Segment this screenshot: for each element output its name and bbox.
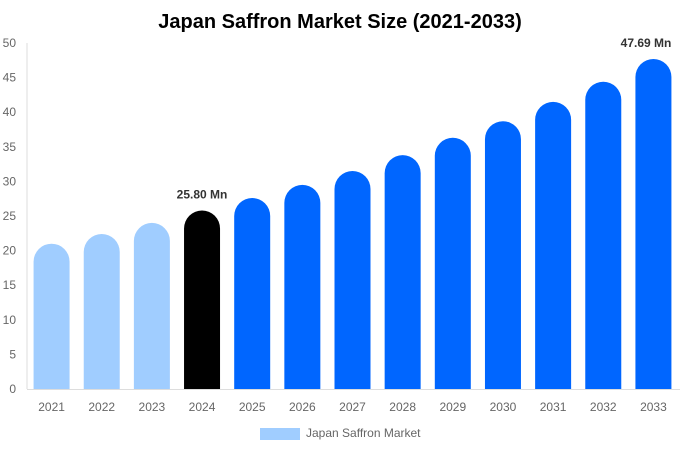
x-tick-label: 2023 [139, 400, 166, 414]
legend-label: Japan Saffron Market [306, 426, 421, 440]
x-tick-label: 2021 [38, 400, 65, 414]
y-tick-label: 40 [3, 105, 17, 119]
y-tick-label: 10 [3, 313, 17, 327]
bar-2030[interactable] [484, 121, 521, 390]
y-tick-label: 5 [9, 347, 16, 361]
bar-2022[interactable] [83, 233, 120, 389]
annotations: 25.80 Mn 47.69 Mn [177, 36, 672, 201]
bar-2028[interactable] [384, 155, 421, 389]
x-tick-label: 2029 [439, 400, 466, 414]
bar-2023[interactable] [133, 222, 170, 389]
bar-2031[interactable] [535, 101, 572, 389]
bar-2029[interactable] [434, 137, 471, 389]
x-axis: 2021 2022 2023 2024 2025 2026 2027 2028 2029 2030… [27, 389, 680, 414]
x-tick-label: 2028 [389, 400, 416, 414]
bar-2021[interactable] [33, 243, 70, 389]
x-tick-label: 2022 [88, 400, 115, 414]
y-tick-label: 20 [3, 244, 17, 258]
y-tick-label: 45 [3, 71, 17, 85]
bar-2025[interactable] [234, 198, 271, 389]
y-tick-label: 30 [3, 174, 17, 188]
x-tick-label: 2025 [239, 400, 266, 414]
y-tick-label: 15 [3, 278, 17, 292]
bar-2033[interactable] [635, 58, 672, 389]
chart-title: Japan Saffron Market Size (2021-2033) [158, 11, 522, 33]
bar-2032[interactable] [585, 81, 622, 389]
legend[interactable]: Japan Saffron Market [260, 426, 421, 440]
x-tick-label: 2026 [289, 400, 316, 414]
x-tick-label: 2030 [490, 400, 517, 414]
data-label: 47.69 Mn [621, 36, 672, 50]
bar-2026[interactable] [284, 184, 321, 389]
bar-2024[interactable] [184, 210, 221, 389]
y-tick-label: 50 [3, 36, 17, 50]
y-axis: 0 5 10 15 20 25 30 35 40 45 50 [3, 36, 28, 396]
bar-2027[interactable] [334, 171, 371, 389]
legend-swatch [260, 428, 300, 440]
x-tick-label: 2024 [189, 400, 216, 414]
bars [33, 58, 672, 390]
x-tick-label: 2033 [640, 400, 667, 414]
y-tick-label: 25 [3, 209, 17, 223]
x-tick-label: 2032 [590, 400, 617, 414]
x-tick-label: 2027 [339, 400, 366, 414]
data-label: 25.80 Mn [177, 187, 228, 201]
y-tick-label: 0 [9, 382, 16, 396]
y-tick-label: 35 [3, 140, 17, 154]
x-tick-label: 2031 [540, 400, 567, 414]
